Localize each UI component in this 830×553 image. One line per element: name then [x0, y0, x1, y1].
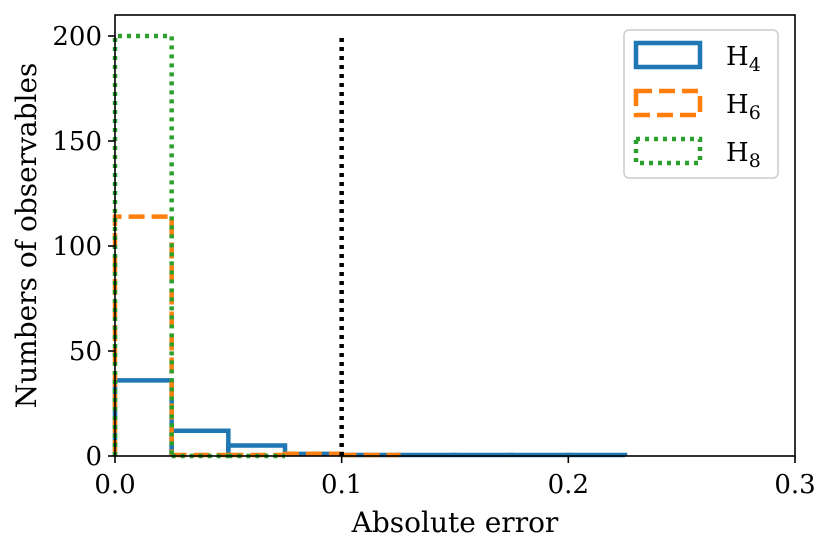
y-tick-label: 150	[52, 127, 102, 157]
histogram-bar-series-2-bin-0	[112, 33, 174, 456]
legend-swatch	[633, 40, 703, 70]
histogram-bar-series-0-bin-2	[226, 443, 288, 456]
legend-label: H8	[726, 138, 761, 172]
x-tick-label: 0.1	[321, 470, 362, 500]
y-tick-label: 200	[52, 22, 102, 52]
y-tick-label: 100	[52, 232, 102, 262]
x-tick-label: 0.3	[774, 470, 815, 500]
legend-swatch	[633, 136, 703, 166]
y-tick-label: 0	[85, 442, 102, 472]
histogram-bar-series-0-bin-0	[112, 378, 174, 456]
y-tick-label: 50	[69, 337, 102, 367]
histogram-bar-series-1-bin-0	[112, 214, 174, 456]
legend-label: H4	[726, 42, 761, 76]
y-axis-label: Numbers of observables	[10, 63, 43, 409]
series-layer	[112, 33, 628, 459]
legend-swatch	[633, 88, 703, 118]
plot-frame	[114, 14, 796, 457]
histogram-bar-series-0-bin-1	[169, 428, 231, 456]
x-axis-label: Absolute error	[351, 506, 559, 539]
ticks-layer: 0.0 0.1 0.2 0.3 0 50 100 150 200	[52, 22, 815, 500]
x-tick-label: 0.0	[94, 470, 135, 500]
x-tick-label: 0.2	[548, 470, 589, 500]
